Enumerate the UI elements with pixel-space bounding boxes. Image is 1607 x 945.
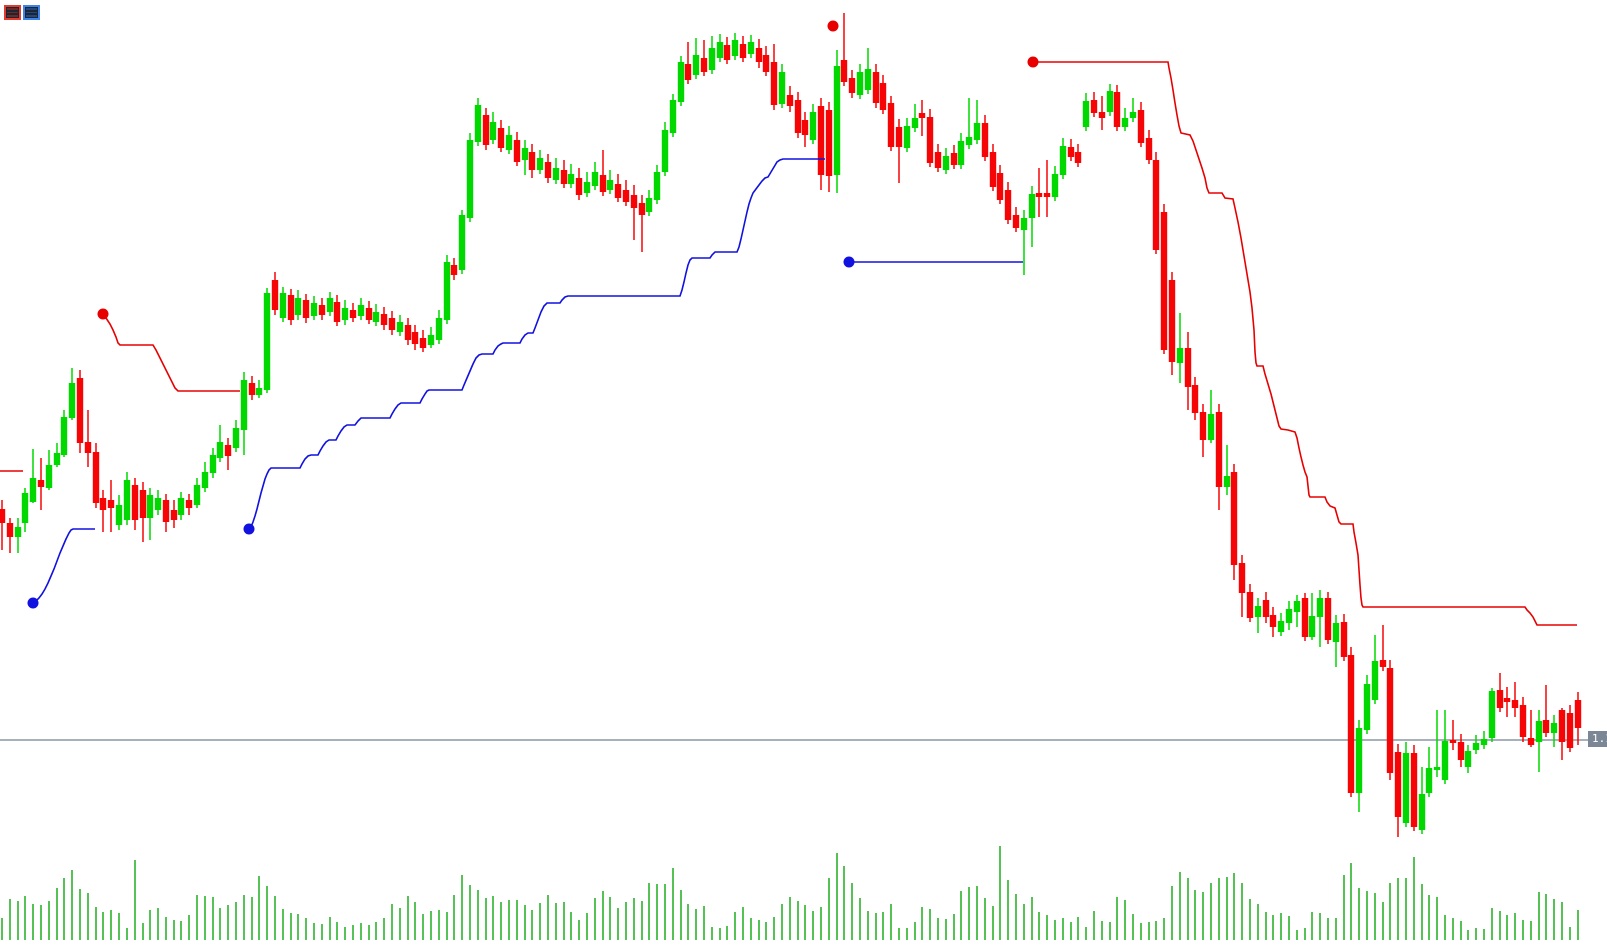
- chart-toolbox-icon[interactable]: [4, 5, 40, 20]
- volume-layer: [1, 846, 1579, 940]
- candles-layer: [0, 13, 1582, 837]
- bullish-settings-icon: [23, 5, 40, 20]
- bearish-settings-icon: [4, 5, 21, 20]
- signal-dots-layer: [27, 20, 1039, 609]
- trend-lines-layer: [0, 61, 1577, 626]
- current-price-label: 1.1: [1588, 731, 1607, 747]
